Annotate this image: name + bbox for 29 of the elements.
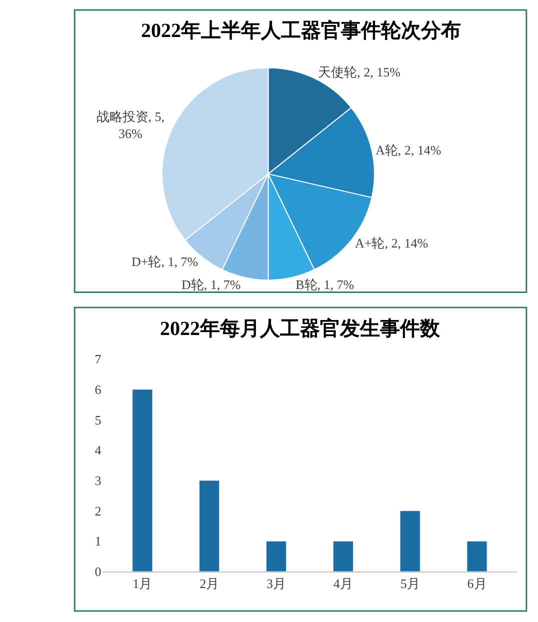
chart-title: 2022年上半年人工器官事件轮次分布 [141,19,461,42]
x-tick-label: 5月 [400,576,420,592]
bar [400,510,420,572]
bar [266,540,287,572]
y-tick-label: 3 [94,473,102,488]
bar [199,480,220,572]
y-tick-label: 2 [94,503,102,518]
x-tick-label: 2月 [200,576,220,592]
bar [466,540,488,572]
x-tick-label: 1月 [132,576,152,592]
slice-label: B轮, 1, 7% [296,277,354,292]
y-tick-label: 4 [94,442,102,458]
y-tick-label: 6 [94,382,102,397]
slice-label: D轮, 1, 7% [181,277,241,292]
slice-label: A+轮, 2, 14% [355,236,428,251]
x-tick-label: 6月 [467,576,487,592]
slice-label: D+轮, 1, 7% [132,254,198,270]
slice-label: 战略投资, 5, 36% [96,108,165,141]
y-tick-label: 7 [94,352,102,367]
x-tick-label: 3月 [266,576,286,592]
y-tick-label: 1 [94,534,102,549]
bar [332,540,354,572]
slice-label: A轮, 2, 14% [376,142,442,158]
bar [132,389,153,572]
y-tick-label: 5 [94,412,102,428]
slice-label: 天使轮, 2, 15% [318,64,401,80]
x-tick-label: 4月 [333,576,353,592]
chart-title: 2022年每月人工器官发生事件数 [160,317,441,340]
y-tick-label: 0 [94,564,102,580]
